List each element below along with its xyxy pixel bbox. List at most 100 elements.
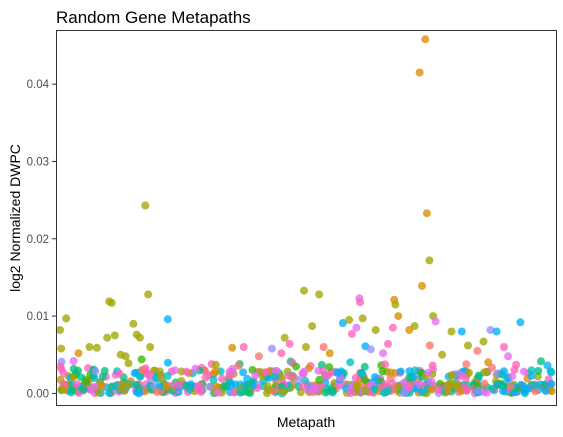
- data-point-outlier: [486, 326, 495, 334]
- data-point: [427, 377, 436, 386]
- data-point: [500, 367, 508, 376]
- data-point: [370, 385, 379, 394]
- data-point-outlier: [388, 323, 397, 332]
- data-point: [90, 382, 99, 391]
- data-point: [357, 369, 366, 377]
- data-point: [346, 358, 355, 367]
- data-point-outlier: [438, 350, 447, 359]
- data-point-outlier: [85, 343, 94, 351]
- data-point: [91, 367, 100, 376]
- data-point-outlier: [239, 343, 248, 351]
- data-point: [462, 360, 471, 369]
- data-point: [378, 367, 387, 376]
- data-point: [153, 388, 161, 396]
- data-point: [325, 363, 334, 372]
- data-point-outlier: [394, 312, 403, 321]
- data-point: [317, 360, 326, 369]
- data-point: [209, 375, 218, 384]
- data-point-outlier: [107, 298, 116, 307]
- data-point: [138, 366, 147, 375]
- data-point: [329, 386, 337, 395]
- data-point: [239, 368, 248, 377]
- data-point: [263, 389, 271, 398]
- data-point: [405, 383, 414, 392]
- data-point: [251, 371, 260, 380]
- data-point: [482, 388, 491, 397]
- data-point: [299, 367, 308, 376]
- data-point-outlier: [74, 349, 83, 358]
- data-point-outlier: [504, 352, 513, 361]
- data-point: [370, 373, 379, 382]
- data-point: [444, 386, 453, 395]
- data-point: [201, 373, 210, 382]
- data-point: [493, 380, 502, 389]
- data-point: [69, 364, 78, 373]
- data-point: [396, 367, 405, 376]
- data-point-outlier: [384, 339, 392, 348]
- data-point: [333, 368, 342, 377]
- data-point: [311, 386, 320, 395]
- data-point: [534, 366, 543, 375]
- data-point: [218, 374, 226, 383]
- data-point: [386, 374, 395, 383]
- data-point: [105, 388, 114, 397]
- data-point-outlier: [527, 366, 536, 375]
- data-point-outlier: [356, 298, 365, 307]
- data-point-outlier: [146, 343, 155, 351]
- data-point: [448, 379, 457, 388]
- data-point-outlier: [425, 256, 434, 265]
- data-point-outlier: [268, 344, 276, 353]
- data-point-outlier: [391, 300, 400, 309]
- data-point: [163, 358, 172, 367]
- panel-border: [56, 30, 557, 406]
- y-axis-label: log2 Normalized DWPC: [7, 144, 23, 292]
- data-point: [124, 359, 133, 368]
- data-point: [519, 367, 528, 376]
- data-point: [263, 382, 272, 391]
- data-point: [205, 382, 214, 391]
- data-point-outlier: [103, 333, 112, 342]
- data-point-outlier: [425, 341, 434, 350]
- data-point-outlier: [92, 343, 101, 352]
- y-tick-label: 0.01: [27, 311, 49, 323]
- data-point: [261, 368, 270, 377]
- data-point-outlier: [56, 326, 64, 334]
- data-point: [318, 366, 327, 375]
- data-point: [506, 382, 515, 391]
- data-point: [294, 376, 303, 385]
- data-point: [98, 381, 107, 390]
- data-point: [284, 371, 293, 380]
- data-point: [155, 367, 164, 376]
- data-point: [271, 373, 279, 381]
- data-point: [424, 368, 433, 377]
- y-tick-label: 0.00: [27, 388, 49, 400]
- data-point: [292, 362, 301, 371]
- x-axis-label: Metapath: [277, 414, 335, 430]
- y-tick-label: 0.03: [27, 156, 49, 168]
- data-point: [100, 367, 109, 375]
- data-point: [512, 360, 521, 369]
- data-point: [67, 386, 76, 395]
- data-point-outlier: [379, 349, 388, 358]
- data-point-outlier: [457, 327, 466, 336]
- data-point-outlier: [473, 346, 482, 355]
- data-point: [361, 386, 369, 395]
- data-point-outlier: [422, 209, 431, 218]
- data-point: [79, 385, 88, 394]
- data-point: [243, 388, 252, 397]
- y-axis: 0.00 0.01 0.02 0.03 0.04: [27, 79, 56, 400]
- data-point-outlier: [415, 68, 424, 77]
- data-point: [58, 385, 67, 394]
- data-point: [56, 362, 65, 371]
- data-point: [482, 367, 491, 376]
- data-point-outlier: [300, 286, 308, 295]
- data-point: [474, 371, 483, 380]
- data-point: [234, 361, 243, 370]
- data-point: [211, 367, 220, 376]
- data-point-outlier: [129, 319, 138, 328]
- data-point: [360, 375, 369, 384]
- data-point-outlier: [110, 331, 119, 340]
- data-point-outlier: [141, 201, 150, 210]
